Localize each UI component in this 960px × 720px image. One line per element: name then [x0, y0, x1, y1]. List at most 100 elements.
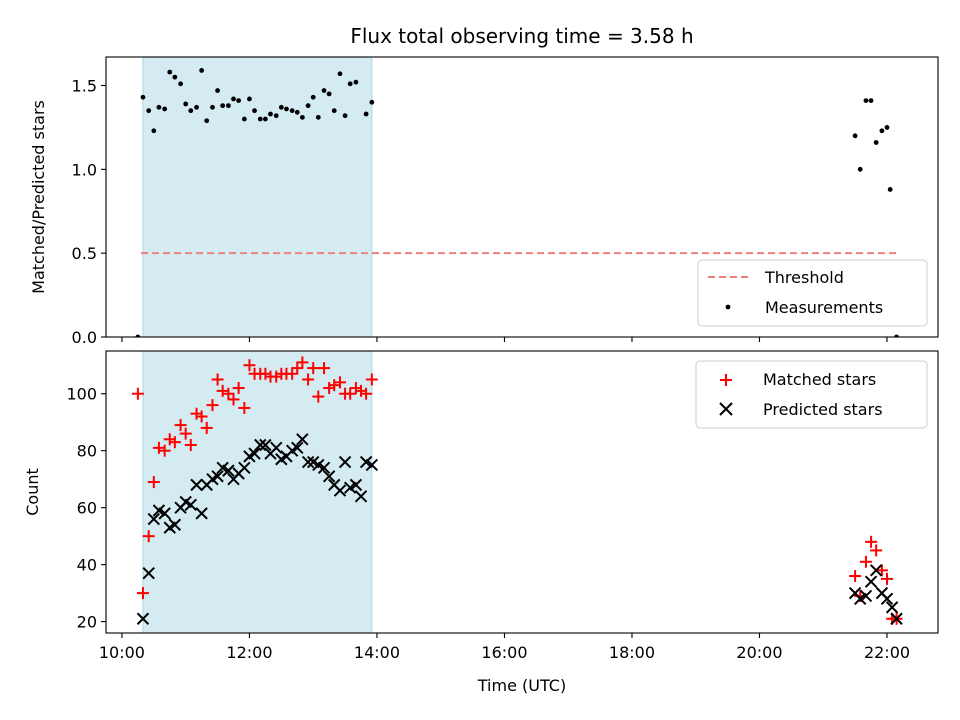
measurements-point — [852, 133, 858, 139]
predicted-stars-point — [168, 518, 182, 531]
matched-stars-point — [179, 427, 192, 440]
predicted-stars-point — [322, 470, 336, 483]
measurements-point — [199, 68, 205, 73]
matched-stars-point — [270, 370, 283, 383]
predicted-stars-point — [885, 601, 899, 614]
measurements-point — [252, 108, 257, 114]
ratio-axes-frame — [105, 56, 939, 338]
measurements-point — [369, 99, 375, 105]
predicted-stars-point — [291, 441, 304, 455]
matched-stars-legend-marker — [720, 374, 732, 386]
predicted-stars-point — [890, 612, 903, 625]
measurements-point — [868, 98, 874, 103]
x-tick-label: 10:00 — [99, 643, 145, 662]
measurements-point — [226, 103, 231, 109]
matched-stars-point — [307, 362, 320, 375]
x-tick-label: 22:00 — [864, 643, 910, 662]
measurements-point — [353, 79, 359, 85]
measurements-point — [321, 88, 327, 93]
ratio-y-axis-label: Matched/Predicted stars — [29, 100, 48, 294]
matched-stars-point — [365, 373, 378, 386]
threshold-legend-label: Threshold — [764, 268, 844, 287]
ratio-y-tick-label: 1.5 — [72, 77, 97, 96]
matched-stars-point — [286, 367, 299, 380]
predicted-stars-point — [222, 464, 235, 477]
matched-stars-point — [200, 421, 213, 434]
measurements-point — [268, 111, 273, 117]
matched-stars-point — [328, 379, 341, 392]
matched-stars-point — [360, 387, 373, 400]
predicted-stars-legend-label: Predicted stars — [763, 400, 883, 419]
matched-stars-point — [222, 387, 235, 400]
predicted-stars-point — [864, 575, 878, 588]
matched-stars-point — [259, 367, 272, 380]
matched-stars-point — [142, 530, 155, 543]
matched-stars-point — [243, 359, 256, 372]
matched-stars-point — [227, 393, 240, 406]
measurements-point — [236, 98, 242, 103]
matched-stars-point — [232, 382, 245, 395]
count-y-tick-label: 60 — [77, 499, 97, 518]
measurements-point — [273, 113, 279, 119]
predicted-stars-point — [869, 564, 883, 577]
ratio-data-layer — [135, 68, 899, 337]
matched-stars-point — [168, 436, 181, 449]
count-marks — [131, 356, 903, 625]
predicted-stars-point — [136, 612, 150, 625]
matched-stars-point — [323, 382, 336, 395]
predicted-stars-point — [147, 512, 161, 526]
matched-stars-point — [355, 384, 368, 397]
predicted-stars-point — [270, 441, 283, 455]
predicted-stars-point — [142, 566, 155, 580]
predicted-stars-point — [238, 461, 251, 474]
measurements-point — [172, 74, 178, 80]
predicted-stars-point — [349, 478, 363, 492]
measurements-point — [879, 128, 885, 134]
count-y-tick-label: 20 — [77, 613, 97, 632]
x-tick-label: 14:00 — [354, 643, 400, 662]
measurements-point — [215, 88, 220, 93]
measurements-point — [278, 104, 284, 110]
measurements-point — [294, 109, 300, 115]
predicted-stars-point — [365, 458, 379, 472]
measurements-point — [231, 96, 236, 102]
ratio-marks — [135, 68, 899, 337]
measurements-point — [146, 108, 152, 114]
x-tick-label: 16:00 — [481, 643, 527, 662]
matched-stars-point — [158, 444, 171, 457]
ratio-y-tick-label: 1.0 — [72, 160, 97, 179]
matched-stars-point — [136, 587, 149, 600]
count-axes-frame — [105, 350, 939, 634]
measurements-point — [884, 125, 890, 130]
predicted-stars-point — [880, 592, 894, 606]
matched-stars-point — [216, 384, 229, 397]
ratio-observing-span — [142, 56, 373, 338]
measurements-point — [337, 71, 343, 77]
matched-stars-point — [349, 382, 362, 395]
measurements-point — [310, 94, 316, 100]
matched-stars-point — [190, 407, 203, 420]
ratio-panel: 0.0 0.5 1.0 1.5 Matched/Predicted stars Thr… — [29, 56, 939, 347]
measurements-point — [188, 108, 194, 114]
matched-stars-point — [344, 387, 357, 400]
measurements-point — [156, 104, 162, 110]
predicted-stars-point — [259, 438, 272, 452]
measurements-point — [315, 114, 321, 120]
measurements-point — [247, 96, 252, 102]
predicted-stars-point — [254, 438, 267, 452]
matched-stars-point — [312, 390, 325, 403]
predicted-stars-point — [190, 478, 203, 492]
matched-stars-point — [865, 535, 878, 548]
ratio-y-tick-label: 0.0 — [72, 328, 97, 347]
matched-stars-point — [296, 356, 309, 369]
matched-stars-point — [206, 399, 219, 412]
measurements-point — [299, 114, 305, 120]
predicted-stars-legend-marker — [719, 402, 733, 416]
matched-stars-point — [880, 572, 893, 585]
matched-stars-point — [302, 373, 315, 386]
matched-stars-point — [875, 564, 888, 577]
ratio-ticks-layer: 0.0 0.5 1.0 1.5 — [72, 77, 888, 347]
measurements-point — [167, 69, 173, 75]
measurements-point — [887, 187, 893, 192]
